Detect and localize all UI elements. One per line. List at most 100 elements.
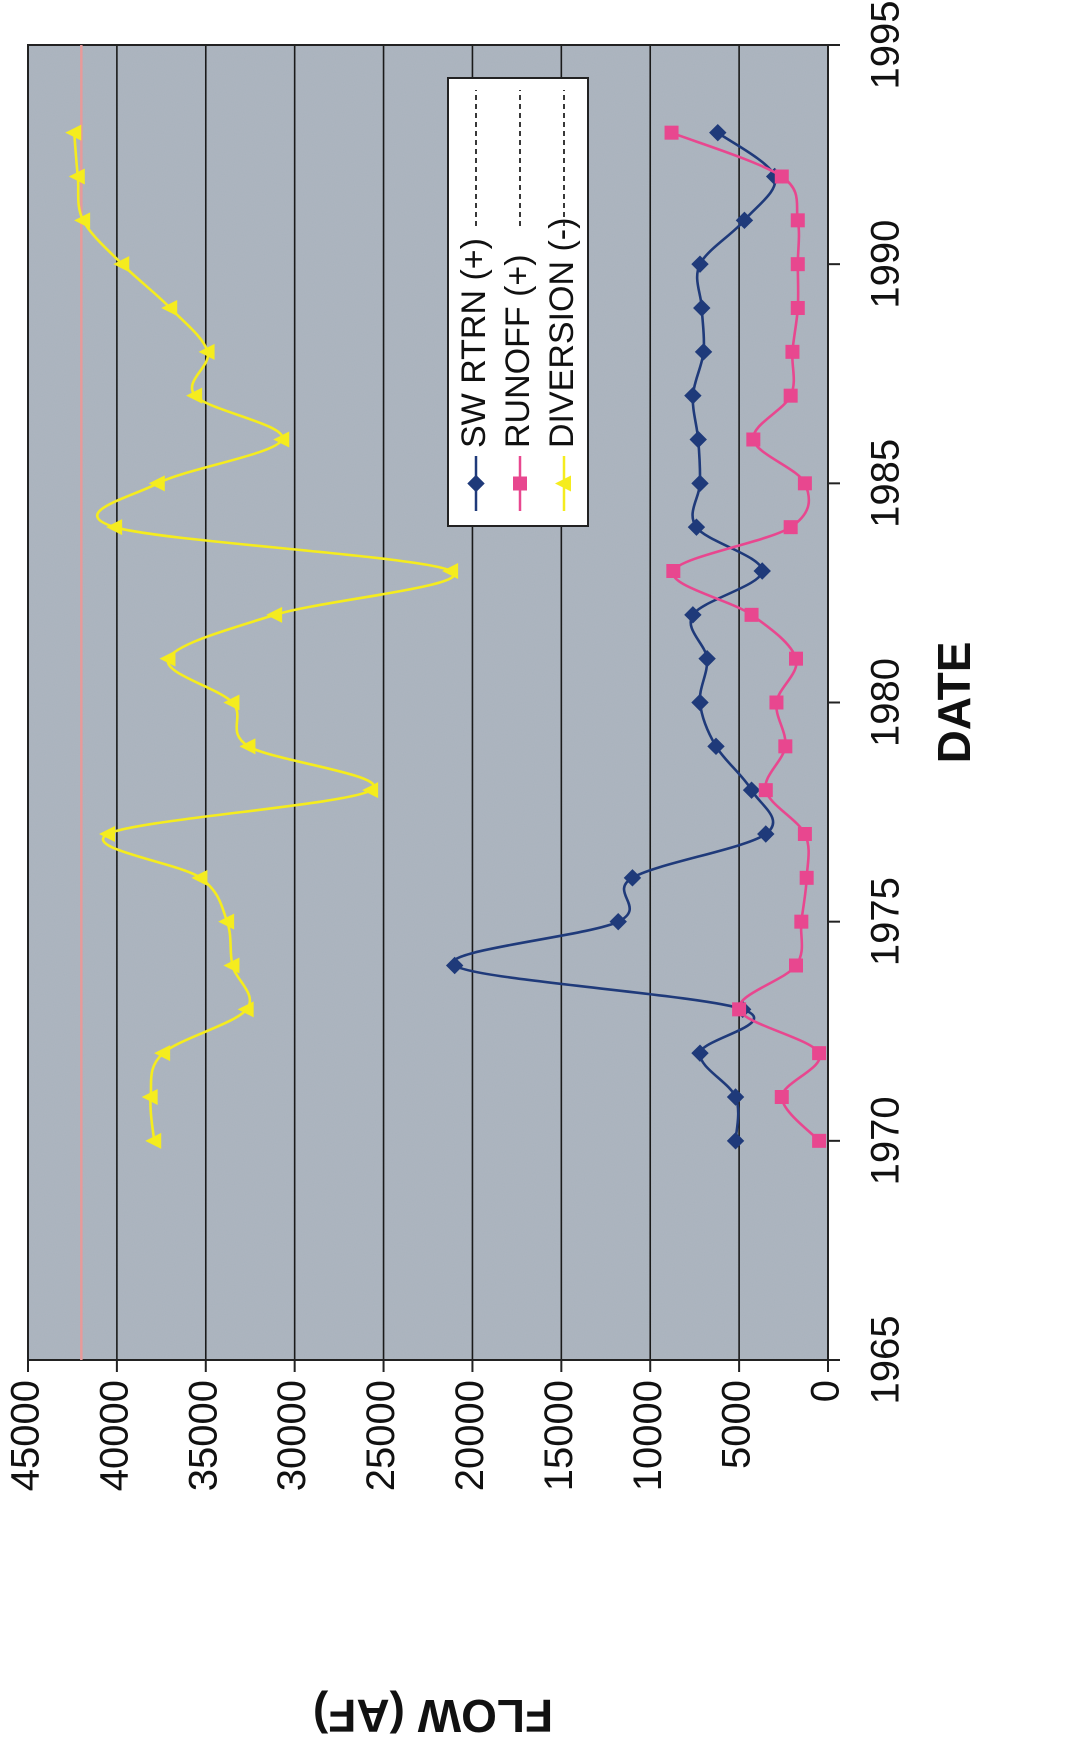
point-diversion-1985 — [148, 475, 165, 492]
series-group — [65, 123, 827, 1150]
point-runoff-1970 — [812, 1133, 827, 1148]
y-tick-label-15000: 15000 — [537, 1380, 581, 1491]
point-runoff-1985 — [797, 476, 812, 491]
x-tick-label-1970: 1970 — [864, 1096, 908, 1185]
point-runoff-1989 — [790, 301, 805, 315]
point-runoff-1983 — [666, 564, 681, 578]
y-tick-label-5000: 5000 — [715, 1380, 759, 1469]
point-diversion-1971 — [141, 1089, 158, 1105]
point-runoff-1974 — [789, 958, 803, 973]
point-runoff-1980 — [769, 695, 784, 710]
point-runoff-1990 — [790, 257, 805, 272]
point-sw-rtrn-1972 — [691, 1044, 709, 1062]
x-tick-label-1975: 1975 — [864, 877, 908, 966]
point-runoff-1971 — [774, 1090, 789, 1104]
point-sw-rtrn-1977 — [757, 825, 775, 843]
legend: SW RTRN (+) RUNOFF (+) DIVERSION (-) — [447, 77, 589, 527]
point-sw-rtrn-1975 — [609, 912, 627, 931]
point-diversion-1992 — [68, 168, 85, 185]
point-sw-rtrn-1978 — [742, 781, 761, 799]
point-sw-rtrn-1979 — [707, 737, 725, 756]
point-sw-rtrn-1985 — [691, 474, 709, 493]
point-diversion-1990 — [113, 256, 130, 273]
y-axis-title: FLOW (AF) — [313, 1690, 553, 1742]
point-runoff-1993 — [664, 125, 679, 140]
point-runoff-1979 — [778, 739, 793, 754]
point-sw-rtrn-1980 — [691, 693, 709, 712]
x-tick-label-1985: 1985 — [864, 439, 908, 528]
point-diversion-1977 — [99, 826, 115, 842]
point-diversion-1978 — [362, 782, 379, 799]
point-runoff-1991 — [790, 213, 805, 228]
y-tick-label-10000: 10000 — [626, 1380, 670, 1491]
legend-label-runoff: RUNOFF (+) — [499, 254, 537, 448]
point-diversion-1976 — [191, 869, 208, 886]
point-runoff-1988 — [785, 344, 800, 359]
series-sw-rtrn — [445, 123, 784, 1150]
x-axis-title: DATE — [928, 642, 980, 764]
series-runoff — [664, 125, 827, 1148]
point-diversion-1981 — [159, 650, 176, 667]
tick-labels: 1965 1970 1975 1980 1985 1990 1995 0 5000 10000 15… — [4, 1, 908, 1492]
point-sw-rtrn-1982 — [684, 606, 702, 624]
legend-marker-diversion — [555, 475, 571, 492]
axis-titles: DATE FLOW (AF) — [313, 642, 980, 1742]
legend-label-sw-rtrn: SW RTRN (+) — [455, 238, 493, 448]
point-sw-rtrn-1976 — [623, 869, 642, 887]
series-diversion — [65, 124, 459, 1149]
point-diversion-1984 — [106, 519, 123, 536]
point-sw-rtrn-1991 — [735, 211, 754, 230]
point-sw-rtrn-1981 — [698, 649, 716, 668]
y-tick-label-35000: 35000 — [181, 1380, 225, 1491]
point-sw-rtrn-1993 — [709, 123, 727, 142]
y-tick-label-0: 0 — [804, 1380, 848, 1402]
series-line-diversion — [72, 132, 456, 1141]
point-sw-rtrn-1989 — [693, 299, 711, 317]
legend-label-diversion: DIVERSION (-) — [543, 218, 581, 448]
point-runoff-1981 — [789, 651, 803, 666]
point-diversion-1979 — [239, 738, 256, 755]
point-diversion-1970 — [145, 1132, 162, 1149]
point-diversion-1974 — [223, 957, 240, 974]
point-diversion-1972 — [154, 1045, 171, 1062]
point-diversion-1973 — [237, 1001, 254, 1018]
point-sw-rtrn-1971 — [726, 1088, 745, 1106]
point-runoff-1984 — [783, 520, 798, 535]
point-diversion-1975 — [218, 913, 235, 930]
y-tick-label-20000: 20000 — [448, 1380, 492, 1491]
point-sw-rtrn-1988 — [694, 343, 713, 361]
point-sw-rtrn-1986 — [689, 430, 707, 449]
point-runoff-1992 — [774, 169, 789, 184]
y-tick-label-45000: 45000 — [4, 1380, 48, 1491]
point-sw-rtrn-1984 — [687, 518, 706, 536]
x-tick-label-1980: 1980 — [864, 658, 908, 747]
x-tick-label-1990: 1990 — [864, 220, 908, 309]
point-diversion-1988 — [198, 343, 215, 360]
point-sw-rtrn-1987 — [684, 386, 702, 405]
point-diversion-1993 — [65, 124, 82, 141]
y-tick-label-30000: 30000 — [270, 1380, 314, 1491]
point-diversion-1983 — [442, 563, 459, 579]
point-diversion-1989 — [161, 300, 178, 316]
x-tick-label-1965: 1965 — [864, 1316, 908, 1405]
legend-marker-sw-rtrn — [467, 474, 485, 493]
point-runoff-1987 — [783, 388, 798, 403]
point-runoff-1977 — [797, 827, 812, 841]
point-runoff-1975 — [794, 914, 809, 929]
point-sw-rtrn-1990 — [691, 255, 709, 273]
point-sw-rtrn-1983 — [753, 562, 771, 580]
point-sw-rtrn-1974 — [445, 956, 464, 975]
point-diversion-1982 — [266, 606, 283, 623]
x-tick-label-1995: 1995 — [864, 1, 908, 90]
point-runoff-1986 — [746, 432, 761, 447]
legend-marker-runoff — [513, 476, 527, 491]
point-runoff-1976 — [799, 870, 814, 885]
point-diversion-1991 — [74, 212, 91, 229]
y-tick-label-25000: 25000 — [359, 1380, 403, 1491]
point-diversion-1980 — [223, 694, 240, 711]
point-runoff-1982 — [744, 607, 759, 622]
point-runoff-1973 — [732, 1002, 747, 1017]
point-sw-rtrn-1970 — [726, 1132, 745, 1150]
y-tick-label-40000: 40000 — [92, 1380, 136, 1491]
